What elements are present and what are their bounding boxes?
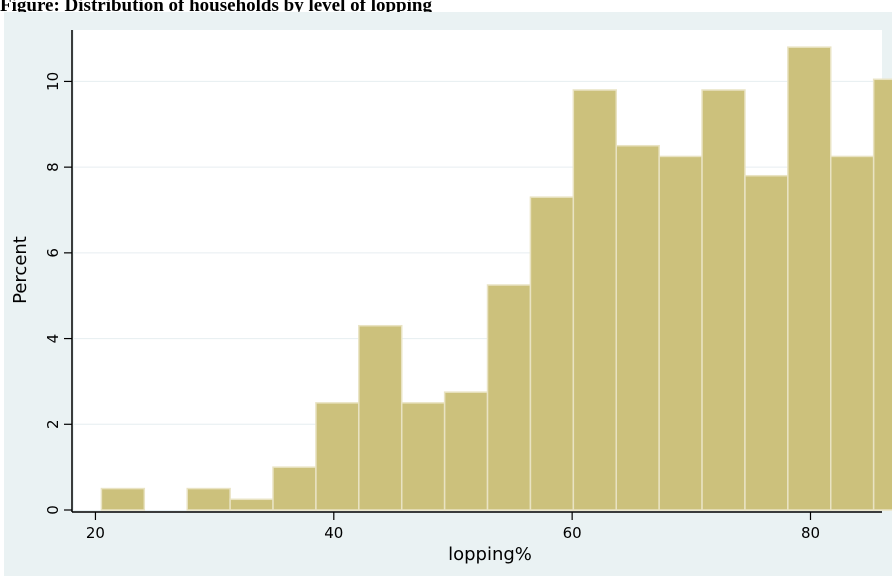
axes	[71, 30, 882, 513]
histogram-bar	[787, 46, 832, 511]
histogram-bar	[229, 498, 274, 511]
figure-title: Figure: Distribution of households by le…	[0, 0, 432, 12]
histogram-chart: 20 40 60 80 0 2 4 6 8 10 lopping% Percent	[10, 30, 892, 565]
y-tick-label: 6	[44, 248, 62, 258]
tick-labels: 20 40 60 80 0 2 4 6 8 10	[44, 72, 820, 542]
x-axis-label: lopping%	[448, 544, 532, 565]
histogram-bar	[358, 324, 403, 511]
histogram-bar	[658, 155, 703, 511]
histogram-bar	[100, 487, 146, 511]
bars	[100, 46, 892, 511]
histogram-bar	[315, 402, 360, 511]
x-tick-label: 40	[324, 524, 343, 542]
histogram-bar	[572, 89, 617, 511]
x-tick-label: 20	[86, 524, 105, 542]
y-tick-label: 4	[44, 334, 62, 344]
x-tick-label: 80	[801, 524, 820, 542]
histogram-bar	[186, 487, 231, 511]
y-tick-label: 8	[44, 162, 62, 172]
histogram-bar	[486, 284, 532, 511]
y-tick-label: 0	[44, 505, 62, 515]
histogram-bar	[615, 144, 660, 511]
histogram-bar	[272, 466, 317, 511]
histogram-bar	[872, 78, 892, 511]
x-tick-label: 60	[563, 524, 582, 542]
y-tick-label: 2	[44, 420, 62, 430]
histogram-bar	[443, 391, 489, 511]
y-axis-label: Percent	[10, 236, 31, 304]
y-tick-label: 10	[44, 72, 62, 91]
histogram-bar	[400, 402, 446, 511]
histogram-bar	[830, 155, 875, 511]
histogram-bar	[529, 196, 575, 511]
histogram-bar	[744, 174, 789, 511]
chart-frame: 20 40 60 80 0 2 4 6 8 10 lopping% Percent	[4, 12, 892, 576]
histogram-bar	[701, 89, 746, 511]
